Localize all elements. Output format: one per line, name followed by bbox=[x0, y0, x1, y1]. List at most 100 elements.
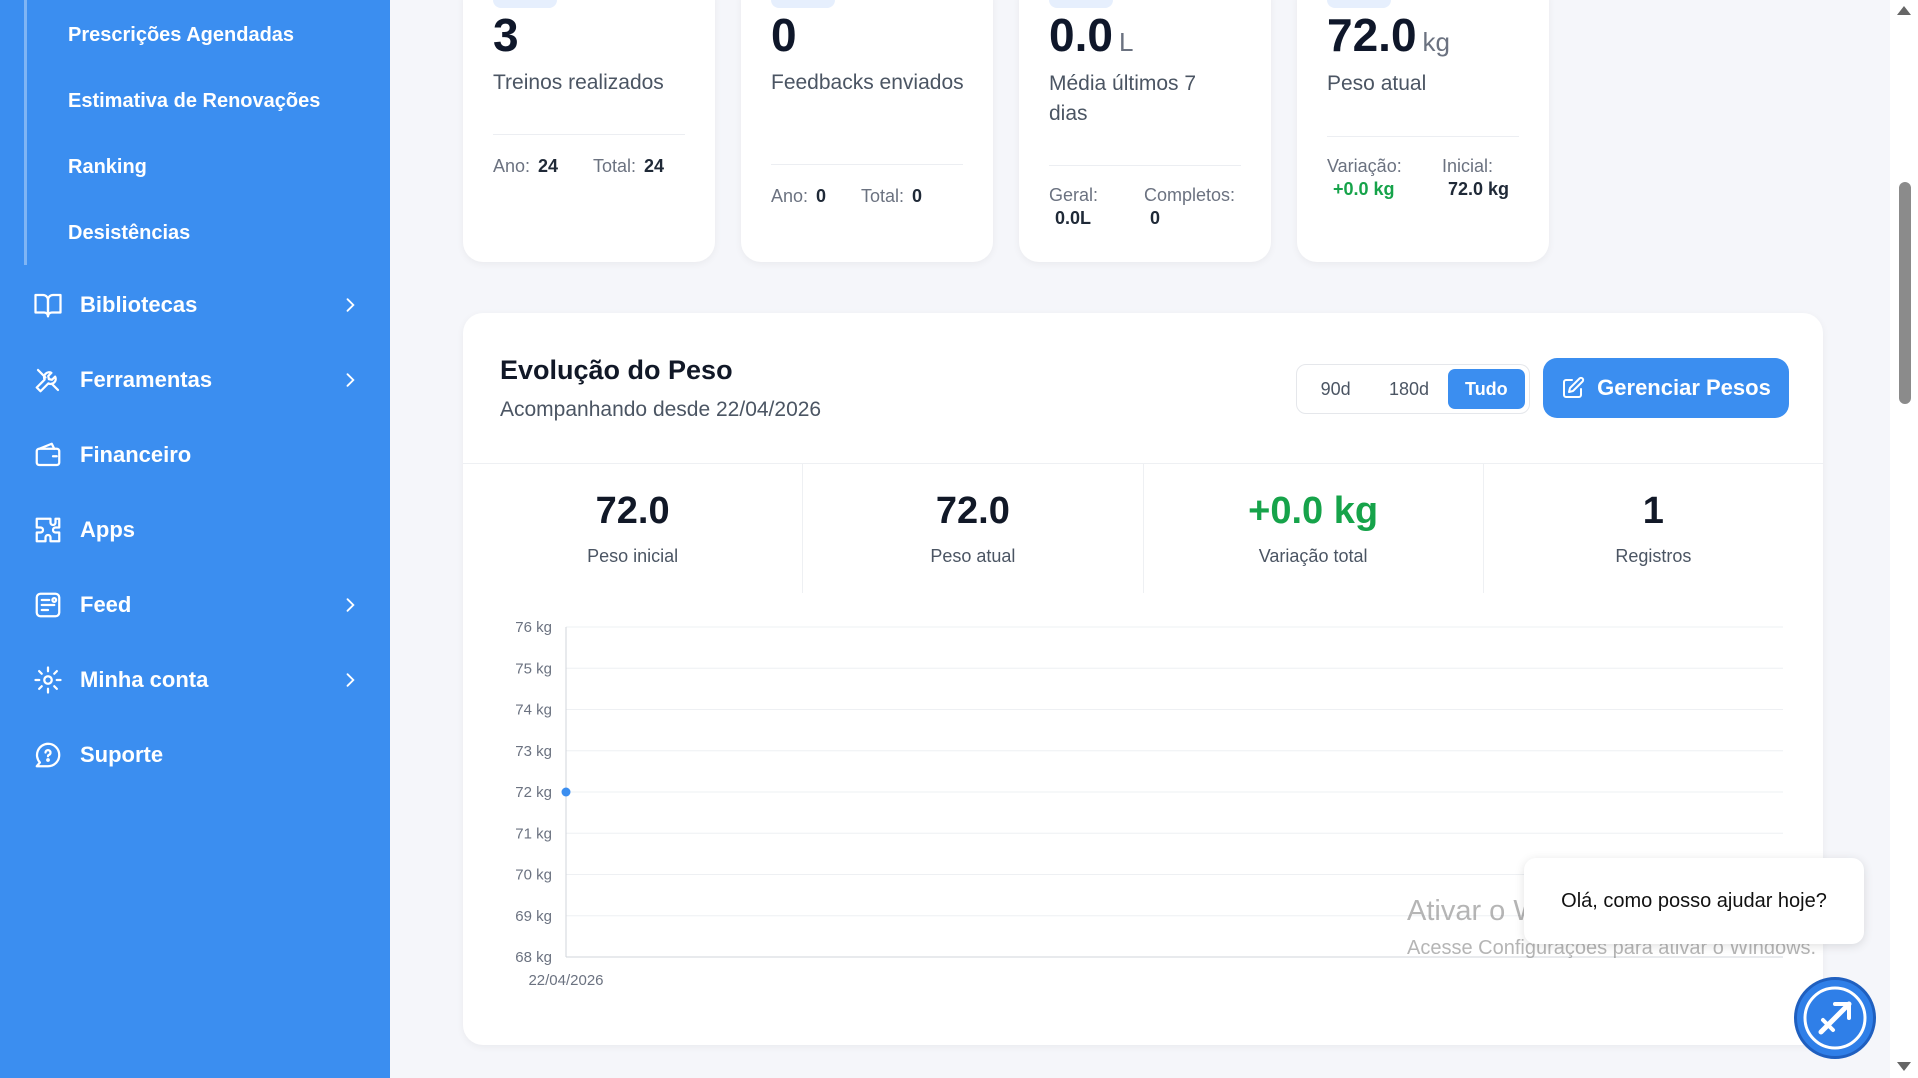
sidebar-item-minha-conta[interactable]: Minha conta bbox=[0, 650, 390, 710]
chevron-right-icon bbox=[346, 673, 355, 687]
weight-line-chart: 68 kg 69 kg 70 kg 71 kg 72 kg 73 kg 74 kg 75 kg… bbox=[515, 619, 1783, 989]
range-option-180d[interactable]: 180d bbox=[1389, 378, 1430, 399]
summary-initial-weight: 72.0 Peso inicial bbox=[463, 464, 804, 593]
sidebar-item-label: Ferramentas bbox=[80, 367, 213, 392]
summary-current-weight: 72.0 Peso atual bbox=[803, 464, 1144, 593]
help-chat-icon bbox=[32, 739, 64, 771]
stat-year: Ano: 0 bbox=[771, 186, 827, 206]
stat-icon-badge bbox=[1049, 0, 1113, 8]
stat-label: Peso atual bbox=[1327, 72, 1427, 95]
y-tick-label: 71 kg bbox=[515, 825, 552, 842]
wallet-icon bbox=[32, 439, 64, 471]
divider bbox=[493, 134, 685, 135]
stat-icon-badge bbox=[1327, 0, 1391, 8]
y-tick-label: 72 kg bbox=[515, 784, 552, 801]
summary-total-variation: +0.0 kg Variação total bbox=[1144, 464, 1484, 593]
stat-total: Total: 24 bbox=[593, 156, 665, 176]
y-tick-label: 75 kg bbox=[515, 660, 552, 677]
stat-value: 72.0 kg bbox=[1327, 9, 1450, 61]
y-tick-label: 73 kg bbox=[515, 743, 552, 760]
range-option-90d[interactable]: 90d bbox=[1320, 378, 1351, 399]
stat-card-feedbacks: 0 Feedbacks enviados Ano: 0 Total: 0 bbox=[741, 0, 993, 262]
submenu-item-prescricoes-agendadas[interactable]: Prescrições Agendadas bbox=[68, 24, 295, 46]
stat-value: 3 bbox=[493, 9, 519, 61]
page-scrollbar[interactable] bbox=[1890, 0, 1918, 1078]
sidebar-item-label: Suporte bbox=[80, 742, 164, 767]
summary-records: 1 Registros bbox=[1484, 464, 1823, 593]
stat-label: Treinos realizados bbox=[493, 71, 664, 94]
manage-weights-label: Gerenciar Pesos bbox=[1597, 375, 1771, 400]
stat-value: 0.0 L bbox=[1049, 9, 1134, 61]
y-tick-label: 68 kg bbox=[515, 949, 552, 966]
stat-complete: Completos: 0 bbox=[1144, 185, 1236, 228]
section-subtitle: Acompanhando desde 22/04/2026 bbox=[500, 398, 822, 421]
y-tick-label: 76 kg bbox=[515, 619, 552, 636]
submenu-indicator-line bbox=[24, 0, 27, 265]
sidebar-item-label: Financeiro bbox=[80, 442, 192, 467]
summary-label: Peso atual bbox=[930, 546, 1016, 566]
data-point bbox=[561, 787, 571, 797]
divider bbox=[771, 164, 963, 165]
summary-value: 72.0 bbox=[595, 490, 670, 532]
stat-value: 0 bbox=[771, 9, 797, 61]
divider bbox=[1049, 165, 1241, 166]
divider bbox=[1327, 136, 1519, 137]
summary-label: Variação total bbox=[1258, 546, 1368, 566]
scroll-down-arrow-icon[interactable] bbox=[1897, 1062, 1911, 1071]
manage-weights-button[interactable]: Gerenciar Pesos bbox=[1543, 358, 1789, 418]
main-content: 3 Treinos realizados Ano: 24 Total: 24 0 F… bbox=[390, 0, 1890, 1078]
stat-general: Geral: 0.0L bbox=[1049, 185, 1099, 228]
sidebar-item-financeiro[interactable]: Financeiro bbox=[0, 425, 390, 485]
sidebar-item-label: Bibliotecas bbox=[80, 292, 198, 317]
submenu-item-desistencias[interactable]: Desistências bbox=[68, 222, 191, 244]
stat-card-weight: 72.0 kg Peso atual Variação: +0.0 kg Inici… bbox=[1297, 0, 1549, 262]
scroll-up-arrow-icon[interactable] bbox=[1897, 6, 1911, 15]
sidebar-item-ferramentas[interactable]: Ferramentas bbox=[0, 350, 390, 410]
stat-label: Média últimos 7 dias bbox=[1049, 72, 1197, 125]
stat-icon-badge bbox=[771, 0, 835, 8]
y-tick-label: 69 kg bbox=[515, 908, 552, 925]
stat-year: Ano: 24 bbox=[493, 156, 559, 176]
stat-card-water: 0.0 L Média últimos 7 dias Geral: 0.0L Com… bbox=[1019, 0, 1271, 262]
stat-label: Feedbacks enviados bbox=[771, 71, 964, 94]
gear-icon bbox=[32, 664, 64, 696]
sidebar-item-feed[interactable]: Feed bbox=[0, 575, 390, 635]
sidebar-item-suporte[interactable]: Suporte bbox=[0, 725, 390, 785]
summary-value: +0.0 kg bbox=[1248, 490, 1379, 532]
submenu-item-ranking[interactable]: Ranking bbox=[68, 156, 147, 178]
y-tick-label: 74 kg bbox=[515, 702, 552, 719]
sidebar: Prescrições Agendadas Estimativa de Reno… bbox=[0, 0, 390, 1078]
sidebar-item-label: Minha conta bbox=[80, 667, 209, 692]
stat-total: Total: 0 bbox=[861, 186, 923, 206]
chat-greeting-bubble[interactable]: Olá, como posso ajudar hoje? bbox=[1524, 858, 1864, 944]
weight-summary-row: 72.0 Peso inicial 72.0 Peso atual +0.0 k… bbox=[463, 463, 1823, 593]
scroll-thumb[interactable] bbox=[1899, 182, 1911, 404]
feed-icon bbox=[32, 589, 64, 621]
sidebar-item-label: Apps bbox=[80, 517, 135, 542]
submenu-item-estimativa-renovacoes[interactable]: Estimativa de Renovações bbox=[68, 90, 321, 112]
tools-icon bbox=[32, 364, 64, 396]
range-option-all[interactable]: Tudo bbox=[1447, 369, 1525, 409]
book-icon bbox=[32, 289, 64, 321]
stat-icon-badge bbox=[493, 0, 557, 8]
summary-value: 1 bbox=[1642, 490, 1664, 532]
weight-evolution-card: Evolução do Peso Acompanhando desde 22/0… bbox=[463, 313, 1823, 1045]
chat-launcher-button[interactable] bbox=[1794, 977, 1876, 1059]
sidebar-item-bibliotecas[interactable]: Bibliotecas bbox=[0, 275, 390, 335]
summary-label: Peso inicial bbox=[587, 546, 679, 566]
range-selector: 90d 180d Tudo bbox=[1296, 364, 1530, 414]
chevron-right-icon bbox=[346, 298, 355, 312]
stat-initial: Inicial: 72.0 kg bbox=[1442, 156, 1510, 199]
assistant-logo-icon bbox=[1803, 986, 1867, 1050]
sidebar-item-label: Feed bbox=[80, 592, 132, 617]
chevron-right-icon bbox=[346, 598, 355, 612]
chat-greeting-text: Olá, como posso ajudar hoje? bbox=[1561, 889, 1827, 912]
puzzle-icon bbox=[32, 514, 64, 546]
section-title: Evolução do Peso bbox=[500, 355, 733, 385]
summary-label: Registros bbox=[1615, 546, 1692, 566]
y-tick-label: 70 kg bbox=[515, 867, 552, 884]
edit-icon bbox=[1563, 376, 1585, 398]
summary-value: 72.0 bbox=[935, 490, 1010, 532]
sidebar-item-apps[interactable]: Apps bbox=[0, 500, 390, 560]
stat-variation: Variação: +0.0 kg bbox=[1327, 156, 1402, 199]
